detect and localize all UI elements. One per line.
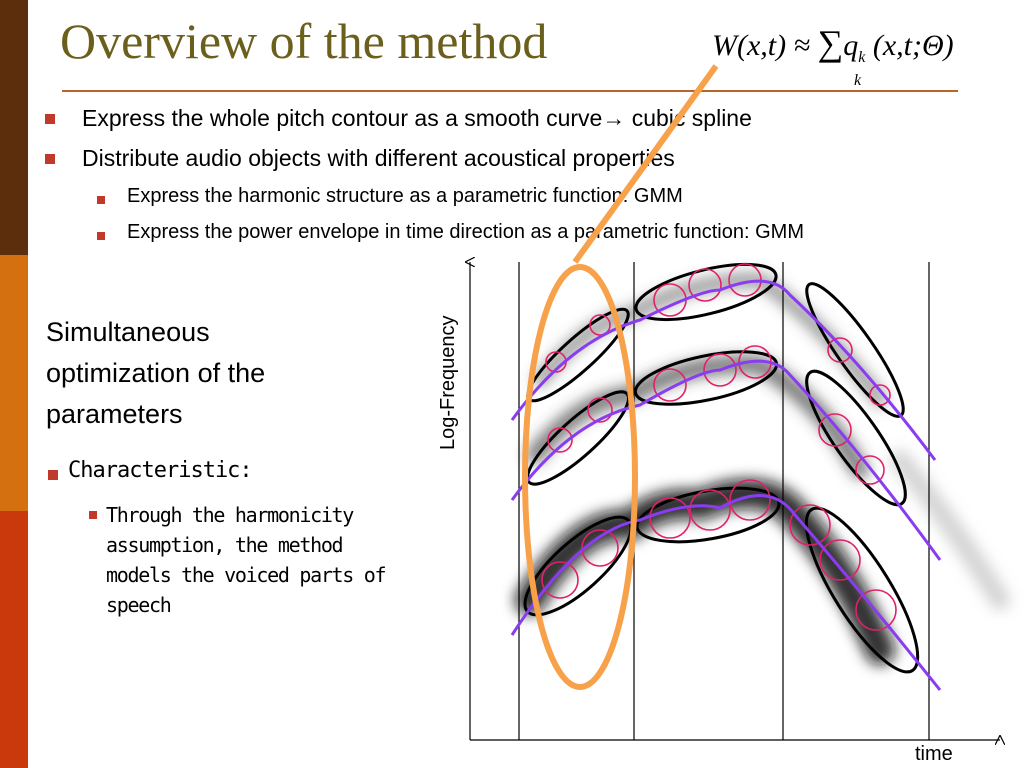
gmm-ellipses xyxy=(523,262,920,674)
sub-bullet-marker xyxy=(97,196,105,204)
bullet-marker xyxy=(48,470,58,480)
bullet-marker xyxy=(45,114,55,124)
characteristic: Characteristic: xyxy=(68,458,253,483)
bullet-marker xyxy=(45,154,55,164)
sub-bullet-marker xyxy=(97,232,105,240)
characteristic-line: models the voiced parts of xyxy=(106,563,387,587)
sub-bullet: Express the harmonic structure as a para… xyxy=(127,185,683,207)
characteristic-line: speech xyxy=(106,593,172,617)
sub-bullet-marker xyxy=(89,511,97,519)
characteristic-line: assumption, the method xyxy=(106,533,344,557)
formula-lhs: W(x,t) ≈ xyxy=(712,29,811,62)
formula-sum-sub: k xyxy=(854,72,862,89)
left-heading-line: parameters xyxy=(46,399,183,429)
formula-args: (x,t;Θ) xyxy=(872,29,954,62)
bullet: Express the whole pitch contour as a smo… xyxy=(82,105,752,131)
pitch-contours xyxy=(510,279,942,691)
formula-term-sub: k xyxy=(858,49,866,66)
bullet: Distribute audio objects with different … xyxy=(82,145,675,171)
title-rule xyxy=(62,90,958,92)
left-heading-line: Simultaneous xyxy=(46,317,210,347)
formula: W(x,t) ≈ ∑qk (x,t;Θ) xyxy=(712,22,954,67)
axes xyxy=(470,262,1000,740)
components xyxy=(541,263,897,631)
left-heading-line: optimization of the xyxy=(46,358,266,388)
x-axis-label: time xyxy=(915,743,953,765)
bar-mid xyxy=(0,255,28,511)
characteristic-sub: Through the harmonicity assumption, the … xyxy=(106,500,387,620)
bar-bottom xyxy=(0,511,28,768)
y-axis-label: Log-Frequency xyxy=(437,315,459,450)
characteristic-line: Through the harmonicity xyxy=(106,503,354,527)
formula-sum: ∑ xyxy=(817,23,844,63)
spectrogram xyxy=(515,272,1010,665)
sub-bullet: Express the power envelope in time direc… xyxy=(127,221,804,243)
formula-term: q xyxy=(843,29,859,62)
left-heading: Simultaneous optimization of the paramet… xyxy=(46,312,265,435)
title: Overview of the method xyxy=(60,13,548,69)
bar-top xyxy=(0,0,28,255)
